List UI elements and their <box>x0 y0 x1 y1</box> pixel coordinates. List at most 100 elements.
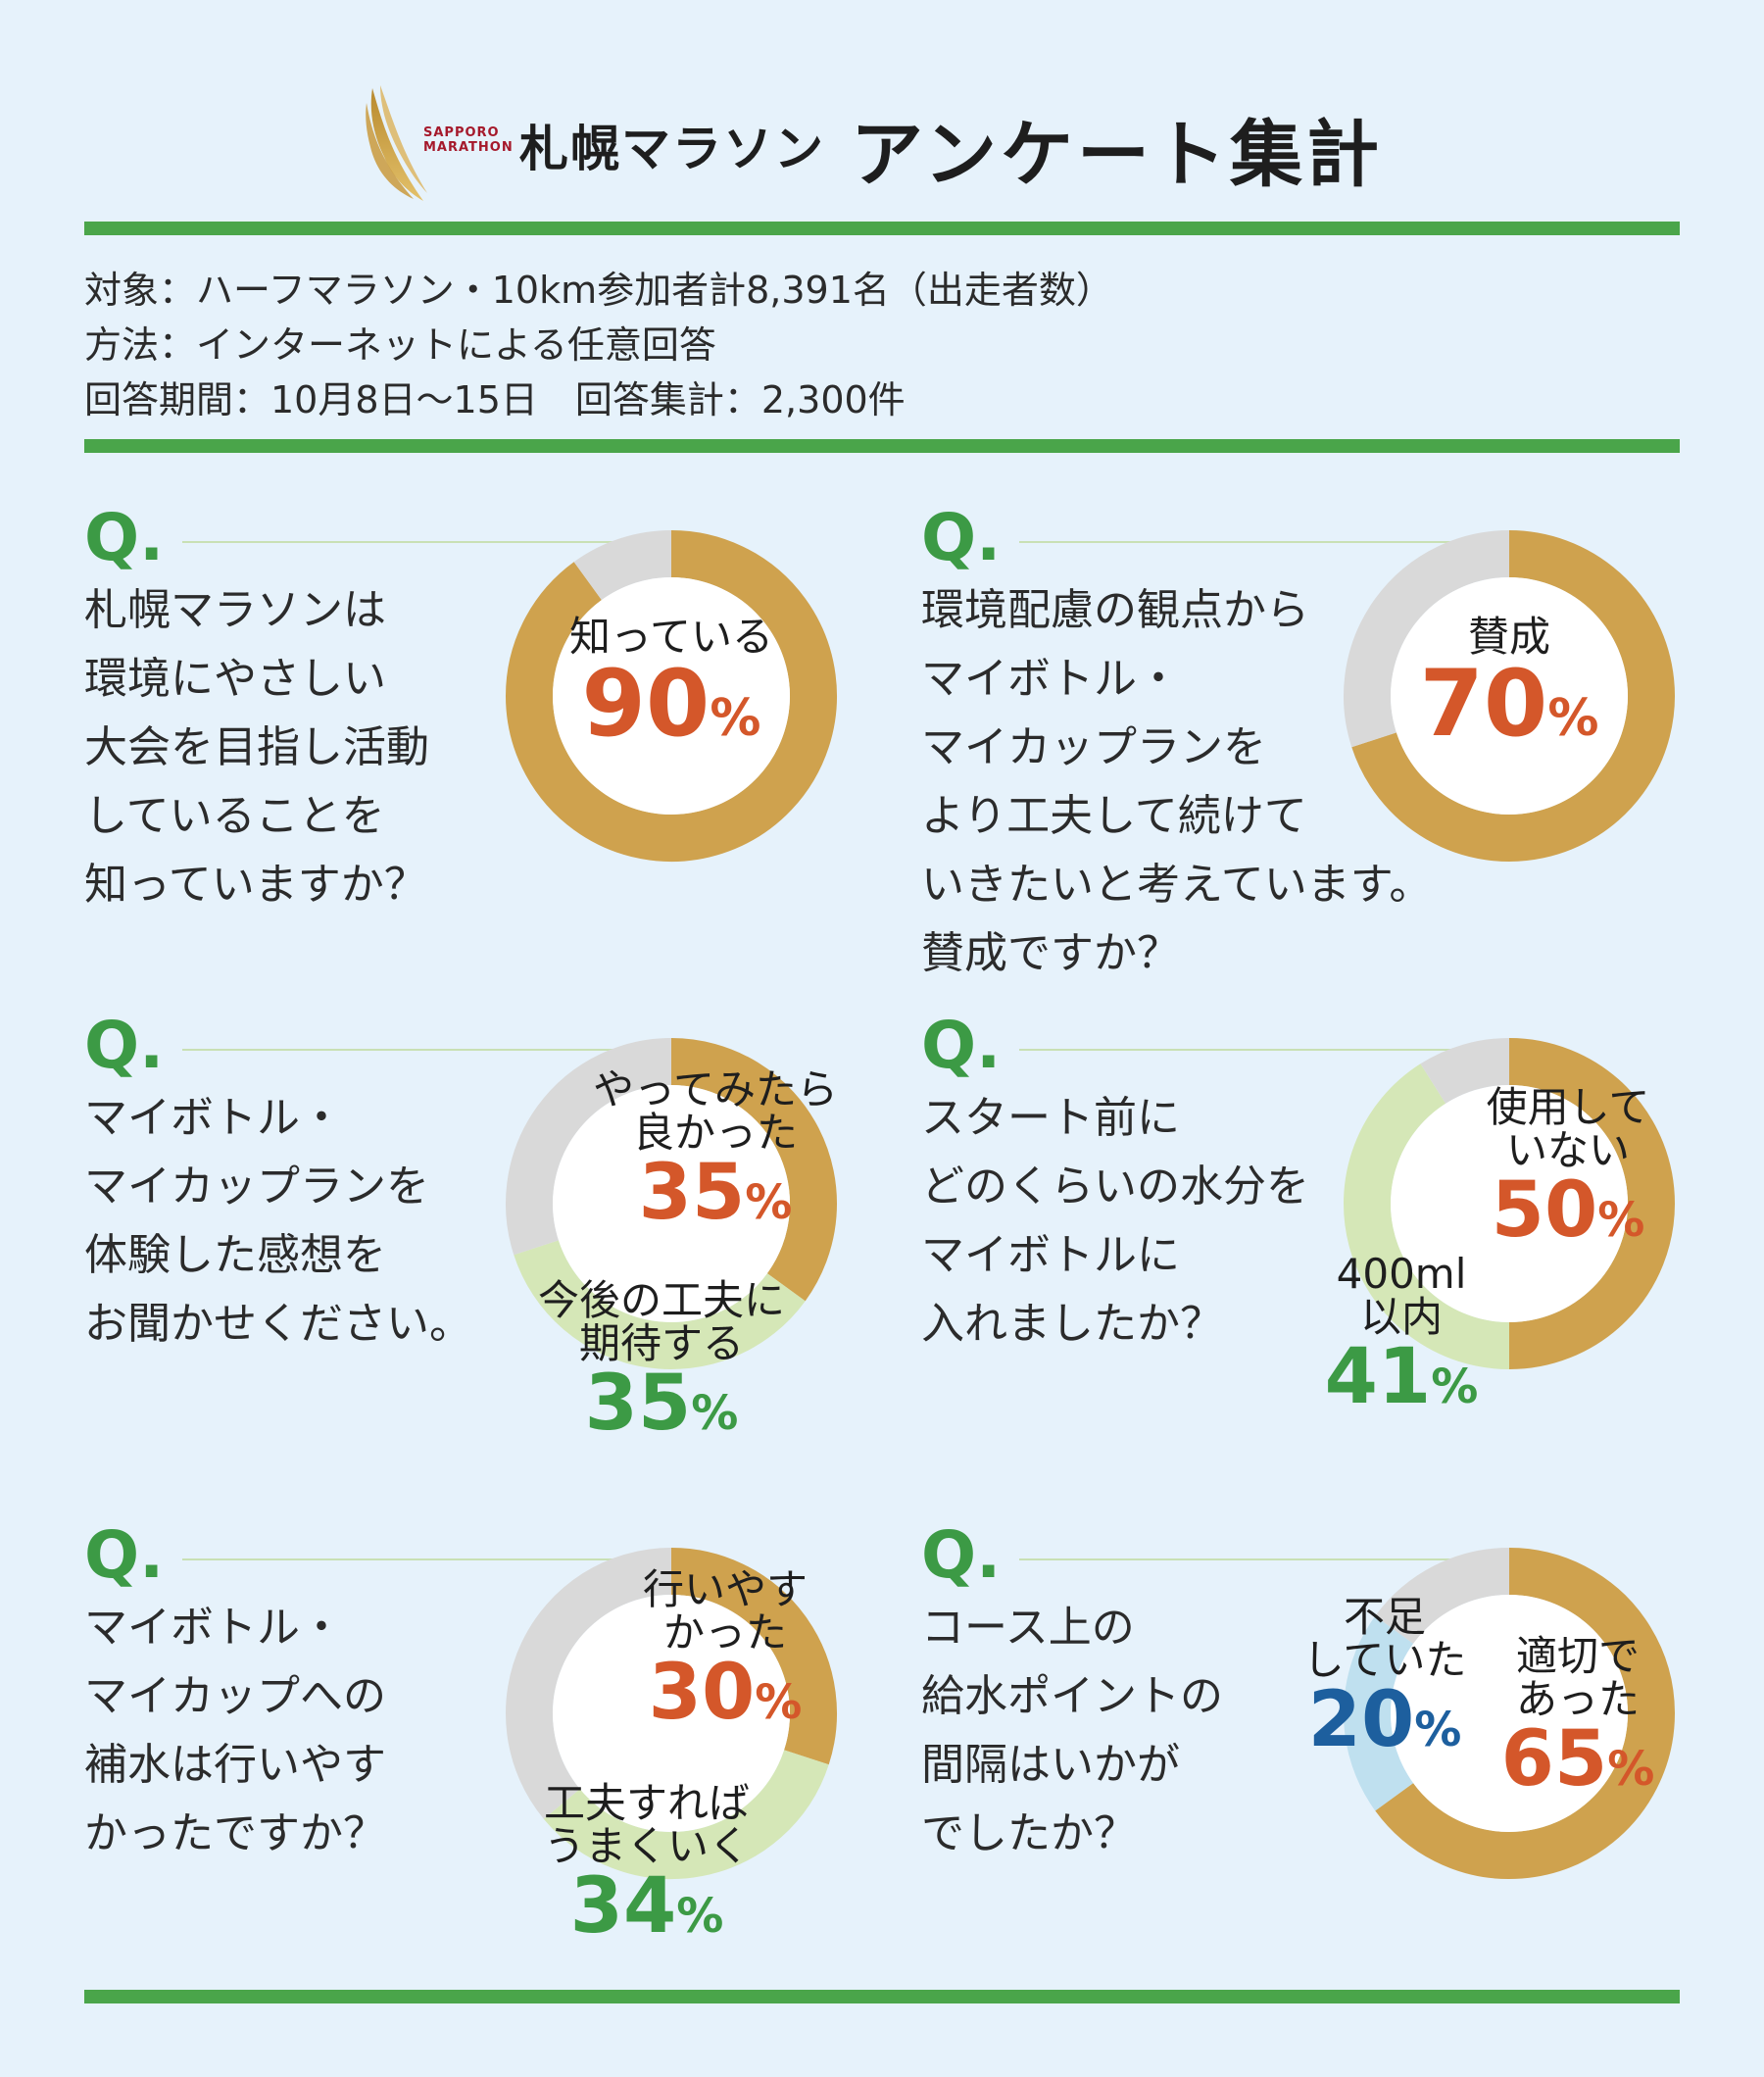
answer-text: 期待する <box>578 1319 744 1367</box>
question-line: 間隔はいかが <box>921 1740 1180 1790</box>
question-line: どのくらいの水分を <box>921 1162 1309 1212</box>
question-line: マイカップへの <box>84 1671 386 1721</box>
question-line: マイカップランを <box>84 1162 429 1212</box>
q-underline <box>182 1558 672 1560</box>
question-text: マイボトル・ マイカップランを 体験した感想を お聞かせください。 <box>84 1084 472 1359</box>
q-underline <box>1019 1558 1509 1560</box>
q-mark: Q. <box>921 500 1002 575</box>
answer-label-3b: 今後の工夫に 期待する 35% <box>519 1276 804 1448</box>
question-line: 知っていますか？ <box>84 860 427 910</box>
donut-segment-0 <box>670 1548 837 1765</box>
question-text: 札幌マラソンは 環境にやさしい 大会を目指し活動 していることを 知っていますか… <box>84 576 429 919</box>
donut-segment-1 <box>1344 1063 1510 1369</box>
donut-hole <box>553 577 790 815</box>
answer-label-4b: 400ml 以内 41% <box>1313 1250 1490 1421</box>
question-text: コース上の 給水ポイントの 間隔はいかが でしたか？ <box>921 1594 1223 1868</box>
logo-text: SAPPORO MARATHON <box>423 125 514 155</box>
answer-text: あった <box>1515 1675 1640 1723</box>
answer-percent: 65% <box>1500 1715 1655 1804</box>
question-line: コース上の <box>921 1603 1135 1653</box>
answer-label-6b: 不足 していた 20% <box>1292 1593 1478 1759</box>
survey-target: 対象：ハーフマラソン・10km参加者計8,391名（出走者数） <box>84 269 1113 312</box>
survey-method: 方法：インターネットによる任意回答 <box>84 323 716 367</box>
question-text: スタート前に どのくらいの水分を マイボトルに 入れましたか？ <box>921 1084 1309 1359</box>
donut-chart-3 <box>506 1038 837 1369</box>
donut-segment-0 <box>1375 1548 1675 1879</box>
survey-period: 回答期間：10月8日〜15日 回答集計：2,300件 <box>84 378 906 421</box>
q-underline <box>182 541 672 543</box>
donut-segment-1 <box>573 530 672 601</box>
answer-label-5b: 工夫すれば うまくいく 34% <box>529 1782 764 1951</box>
donut-chart-6 <box>1344 1548 1675 1879</box>
donut-segment-1 <box>1344 1615 1414 1811</box>
question-line: 環境配慮の観点から <box>921 585 1309 635</box>
header: SAPPORO MARATHON 札幌マラソン アンケート集計 <box>0 0 1764 216</box>
q-underline <box>1019 541 1509 543</box>
answer-text: いない <box>1505 1126 1630 1174</box>
answer-label-5a: 行いやす かった 30% <box>608 1565 843 1737</box>
donut-segment-2 <box>506 1038 672 1256</box>
donut-segment-2 <box>1420 1038 1510 1105</box>
question-line: 給水ポイントの <box>921 1671 1223 1721</box>
question-line: 入れましたか？ <box>921 1299 1223 1349</box>
donut-chart-4 <box>1344 1038 1675 1369</box>
answer-percent: 35% <box>584 1360 739 1448</box>
question-line: より工夫して続けて <box>921 791 1307 841</box>
question-line: お聞かせください。 <box>84 1299 472 1349</box>
donut-segment-2 <box>1375 1548 1510 1645</box>
answer-text: 以内 <box>1359 1293 1443 1341</box>
answer-text: 今後の工夫に <box>537 1276 785 1324</box>
donut-hole <box>1391 577 1628 815</box>
question-line: かったですか？ <box>84 1808 386 1858</box>
question-line: マイボトル・ <box>84 1093 343 1143</box>
donut-segment-0 <box>670 1038 837 1302</box>
q-mark: Q. <box>84 1517 165 1593</box>
answer-percent: 34% <box>569 1862 724 1951</box>
answer-label-1: 知っている 90% <box>529 616 813 751</box>
question-line: いきたいと考えています。 <box>921 860 1433 910</box>
answer-text: うまくいく <box>543 1822 750 1870</box>
question-line: スタート前に <box>921 1093 1180 1143</box>
q-underline <box>1019 1049 1509 1051</box>
survey-info: 対象：ハーフマラソン・10km参加者計8,391名（出走者数） 方法：インターネ… <box>84 263 1113 427</box>
wing-logo-icon <box>366 85 427 201</box>
question-line: 賛成ですか？ <box>921 928 1180 978</box>
question-line: 札幌マラソンは <box>84 585 386 635</box>
donut-segment-2 <box>506 1548 672 1819</box>
donut-segment-1 <box>514 1239 806 1369</box>
donut-segment-1 <box>1344 530 1510 748</box>
donut-segment-0 <box>506 530 837 862</box>
question-line: 補水は行いやす <box>84 1740 386 1790</box>
q-underline <box>182 1049 672 1051</box>
answer-label-2: 賛成 70% <box>1367 616 1651 751</box>
question-line: 大会を目指し活動 <box>84 722 429 772</box>
question-line: 体験した感想を <box>84 1230 386 1280</box>
answer-text: やってみたら <box>593 1065 838 1113</box>
q-mark: Q. <box>921 1517 1002 1593</box>
question-text: 環境配慮の観点から マイボトル・ マイカップランを より工夫して続けて いきたい… <box>921 576 1432 988</box>
answer-text: 賛成 <box>1467 613 1550 661</box>
donut-segment-0 <box>1351 530 1675 862</box>
donut-hole <box>553 1085 790 1322</box>
answer-text: 不足 <box>1343 1593 1426 1641</box>
donut-hole <box>1391 1085 1628 1322</box>
q-mark: Q. <box>84 1008 165 1083</box>
answer-label-4a: 使用して いない 50% <box>1470 1086 1666 1255</box>
answer-percent: 50% <box>1491 1166 1645 1255</box>
donut-hole <box>553 1595 790 1832</box>
donut-chart-5 <box>506 1548 837 1879</box>
answer-percent: 41% <box>1324 1333 1479 1421</box>
answer-percent: 30% <box>648 1649 803 1737</box>
answer-text: 知っている <box>569 613 773 661</box>
question-line: していることを <box>84 791 385 841</box>
answer-text: 400ml <box>1336 1250 1467 1298</box>
q-mark: Q. <box>921 1008 1002 1083</box>
answer-text: 行いやす <box>642 1565 808 1613</box>
info-divider <box>84 439 1680 453</box>
answer-text: かった <box>662 1608 787 1657</box>
answer-percent: 90% <box>581 651 761 758</box>
bottom-divider <box>84 1990 1680 2003</box>
question-line: マイカップランを <box>921 722 1266 772</box>
q-mark: Q. <box>84 500 165 575</box>
answer-text: 適切で <box>1515 1632 1640 1680</box>
